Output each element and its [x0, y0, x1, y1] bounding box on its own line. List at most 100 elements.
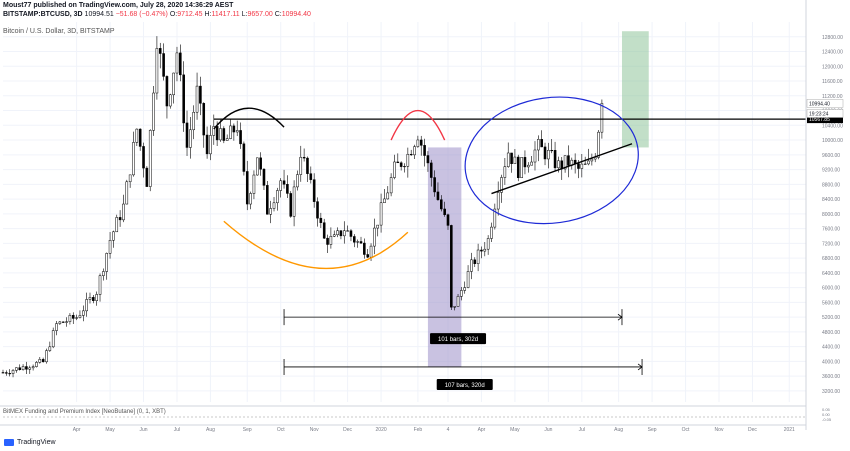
resistance-price-tag	[807, 115, 843, 124]
candle-body	[463, 287, 467, 291]
measure-tools: 101 bars, 302d 107 bars, 320d	[283, 309, 643, 390]
candle-body	[316, 201, 319, 219]
candle-body	[65, 321, 68, 323]
candle-body	[115, 217, 119, 233]
candle-body	[366, 254, 369, 258]
candle-body	[473, 259, 477, 264]
tradingview-logo[interactable]: TradingView	[4, 439, 56, 446]
candle-body	[11, 370, 15, 374]
candle-body	[416, 139, 420, 147]
candle-body	[272, 202, 276, 209]
last-price: 10994.51	[84, 11, 114, 18]
candle-body	[493, 208, 497, 228]
high-label: H:	[204, 11, 212, 18]
indicator-tick-label: 0.05	[822, 407, 831, 412]
symbol-label[interactable]: BITSTAMP:BTCUSD, 3D	[3, 11, 83, 18]
candle-body	[510, 152, 513, 164]
candle-body	[436, 191, 440, 200]
candle-body	[142, 146, 145, 169]
time-axis[interactable]: Apr May Jun Jul Aug Sep Oct Nov Dec 2020 Feb 4 Apr Ma…	[0, 424, 806, 433]
candle-body	[406, 153, 410, 167]
candle-body	[336, 230, 339, 236]
time-tick-label: Feb	[414, 427, 423, 433]
indicator-tick-label: -0.05	[822, 417, 832, 422]
candle-body	[266, 185, 269, 215]
price-tag	[806, 99, 844, 108]
candle-body	[18, 367, 22, 370]
time-tick-label: Aug	[206, 427, 215, 433]
price-tick-label: 6400.00	[822, 271, 840, 277]
price-tick-label: 3600.00	[822, 374, 840, 380]
candle-body	[75, 317, 78, 319]
candle-body	[547, 149, 550, 160]
candle-body	[58, 321, 62, 324]
candle-body	[292, 186, 296, 217]
price-tag-label: 19:23:24	[809, 112, 829, 118]
candle-body	[229, 125, 232, 139]
candle-body	[496, 192, 500, 210]
candle-body	[169, 94, 172, 107]
candle-body	[71, 315, 75, 319]
black-arc	[213, 107, 285, 130]
candle-body	[466, 271, 470, 288]
candle-body	[396, 161, 400, 164]
candle-body	[252, 174, 256, 194]
candle-body	[332, 234, 336, 237]
ohlc-line: BITSTAMP:BTCUSD, 3D 10994.51 −51.68 (−0.…	[3, 11, 311, 18]
indicator-title: BitMEX Funding and Premium Index [NeoBut…	[3, 409, 166, 415]
candle-body	[155, 48, 159, 94]
candle-body	[286, 184, 289, 194]
candle-body	[21, 366, 25, 370]
price-tick-label: 8800.00	[822, 182, 840, 188]
candle-body	[433, 177, 436, 193]
candle-body	[215, 126, 219, 141]
price-tick-label: 6000.00	[822, 286, 840, 292]
time-tick-label: Dec	[748, 427, 757, 433]
candle-body	[118, 217, 122, 221]
candle-body	[152, 92, 155, 131]
candle-body	[276, 190, 279, 204]
candle-body	[513, 156, 517, 164]
indicator-title-text[interactable]: BitMEX Funding and Premium Index [NeoBut…	[3, 409, 166, 415]
candle-body	[550, 149, 554, 152]
candle-body	[356, 241, 359, 243]
candle-body	[269, 208, 272, 215]
price-tick-label: 7200.00	[822, 241, 840, 247]
candle-body	[255, 157, 259, 176]
time-tick-label: Oct	[277, 427, 285, 433]
candle-body	[379, 202, 383, 226]
candle-body	[192, 111, 195, 131]
candle-body	[98, 275, 102, 295]
candle-body	[195, 85, 199, 113]
price-axis[interactable]: 3200.00 3600.00 4000.00 4400.00 4800.00 5200.…	[805, 0, 850, 451]
candle-body	[225, 138, 229, 141]
price-tick-label: 4000.00	[822, 359, 840, 365]
candle-body	[8, 373, 11, 375]
measure-label: 107 bars, 320d	[445, 383, 485, 389]
candle-body	[503, 166, 507, 178]
candle-body	[102, 271, 105, 276]
candle-body	[353, 236, 356, 243]
price-tick-label: 5200.00	[822, 315, 840, 321]
high-value: 11417.11	[211, 11, 240, 18]
candle-body	[590, 158, 594, 162]
close-label: C:	[274, 11, 282, 18]
candle-body	[1, 372, 5, 374]
candle-body	[460, 290, 463, 297]
candle-body	[490, 226, 493, 239]
candle-body	[389, 177, 393, 194]
candle-body	[456, 296, 460, 307]
candle-body	[15, 367, 18, 371]
candle-body	[92, 297, 95, 301]
candle-body	[219, 128, 222, 141]
candle-body	[165, 76, 169, 107]
indicator-pane: 0.050.00-0.05	[0, 405, 832, 422]
candle-body	[85, 299, 88, 312]
candle-body	[145, 167, 149, 187]
time-tick-label: Jul	[174, 427, 180, 433]
candle-body	[486, 238, 490, 250]
candle-body	[453, 306, 456, 308]
candle-body	[148, 130, 152, 187]
candle-body	[363, 242, 366, 255]
